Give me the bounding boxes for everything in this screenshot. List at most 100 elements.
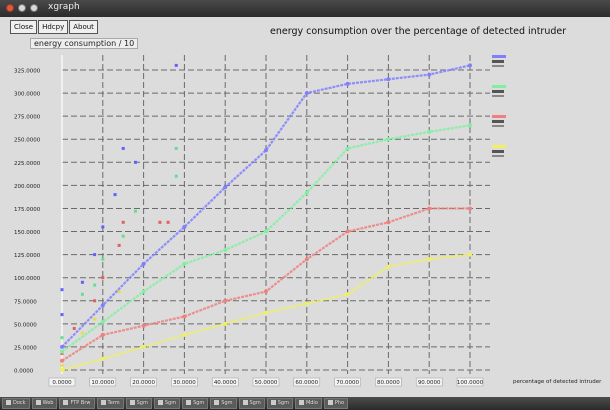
taskbar-item[interactable]: Pho [323,398,349,409]
data-point [345,229,350,234]
scatter-point [117,290,121,294]
x-tick-box [171,377,198,387]
scatter-point [121,146,125,150]
y-tick-label: 100.0000 [14,276,41,282]
data-point [223,185,228,190]
scatter-point [113,193,117,197]
about-button[interactable]: About [69,20,98,34]
data-point [468,63,472,68]
data-point [182,261,187,266]
data-point [304,257,309,262]
y-tick-label: 325.0000 [14,69,41,75]
scatter-point [93,317,97,321]
y-tick-label: 50.0000 [14,322,37,328]
taskbar-item[interactable]: Sgm [238,398,265,409]
scatter-point [80,331,84,335]
x-tick-box [415,377,443,387]
taskbar-item[interactable]: Dock [2,398,30,409]
scatter-point [133,160,137,164]
data-point [223,248,228,252]
y-tick-label: 0.0000 [14,369,34,375]
taskbar-item-label: Mdio [305,400,318,406]
title-bar: xgraph [0,0,610,17]
close-window-icon[interactable] [6,4,14,12]
taskbar-item[interactable]: Sgm [125,398,152,409]
data-point [345,146,350,151]
legend-marker [492,125,504,127]
taskbar-item-label: Sgm [193,400,205,406]
minimize-window-icon[interactable] [18,4,26,12]
y-tick-label: 250.0000 [14,138,41,144]
app-icon [270,400,276,405]
maximize-window-icon[interactable] [30,4,38,12]
taskbar-item-label: Sgm [249,400,261,406]
data-point [386,220,391,225]
window-title: xgraph [48,2,80,12]
data-point [264,289,268,294]
taskbar-item[interactable]: Sgm [153,398,181,409]
series-line [61,253,471,372]
x-tick-box [89,377,117,387]
taskbar-item-label: Sgm [277,400,289,406]
x-tick-box [456,377,484,387]
data-point [304,91,309,96]
x-tick-box [48,377,76,387]
data-point [304,190,309,195]
line-chart: 0.0000 25.0000 50.0000 75.0000 100.0000 125.0… [14,55,602,387]
app-icon [35,400,41,405]
taskbar-item[interactable]: Term [96,398,124,409]
scatter-point [158,220,162,224]
scatter-point [93,283,97,287]
taskbar-item-label: Term [107,400,120,406]
data-point [223,298,228,303]
close-button[interactable]: Close [10,20,38,34]
legend-swatch [492,85,506,88]
data-point [264,310,268,315]
app-icon [63,400,69,405]
data-point [100,303,105,308]
x-tick-box [375,377,402,387]
scatter-point [121,220,125,224]
data-point [100,320,105,324]
scatter-point [166,220,170,224]
toolbar: Close Hdcpy About [10,20,98,34]
data-point [141,323,146,328]
x-tick-label: 100.0000 [457,380,484,386]
x-tick-box [334,377,361,387]
taskbar-item-label: Web [42,400,54,406]
data-point [468,206,472,211]
hardcopy-button[interactable]: Hdcpy [38,20,69,34]
app-icon [214,400,220,405]
legend-swatch [492,55,506,58]
x-tick-label: 20.0000 [132,380,155,386]
data-point [100,332,105,337]
taskbar-item-label: Sgm [221,400,233,406]
taskbar-item-label: Sgm [164,400,177,406]
taskbar-item-label: Sgm [136,400,148,406]
taskbar-item[interactable]: Sgm [210,398,237,409]
legend-marker [492,155,504,157]
app-icon [242,400,248,405]
legend-marker [492,90,504,93]
scatter-point [60,363,64,367]
taskbar-item-label: Pho [334,400,345,406]
y-tick-label: 25.0000 [14,345,37,351]
scatter-point [60,313,64,317]
data-point [264,229,268,234]
taskbar-item[interactable]: Sgm [266,398,293,409]
taskbar-item[interactable]: Sgm [182,398,209,409]
data-point [304,301,309,306]
taskbar-item[interactable]: Web [31,398,58,409]
x-tick-label: 0.0000 [52,380,72,386]
x-tick-label: 30.0000 [173,380,196,386]
data-point [386,264,391,269]
scatter-point [72,326,76,330]
data-point [100,356,105,361]
taskbar-item[interactable]: Mdio [294,398,322,409]
x-tick-label: 80.0000 [377,380,400,386]
scatter-point [93,299,97,303]
x-tick-box [252,377,280,387]
scatter-point [80,280,84,284]
legend-marker [492,95,504,97]
taskbar-item[interactable]: FTP Brw [59,398,95,409]
